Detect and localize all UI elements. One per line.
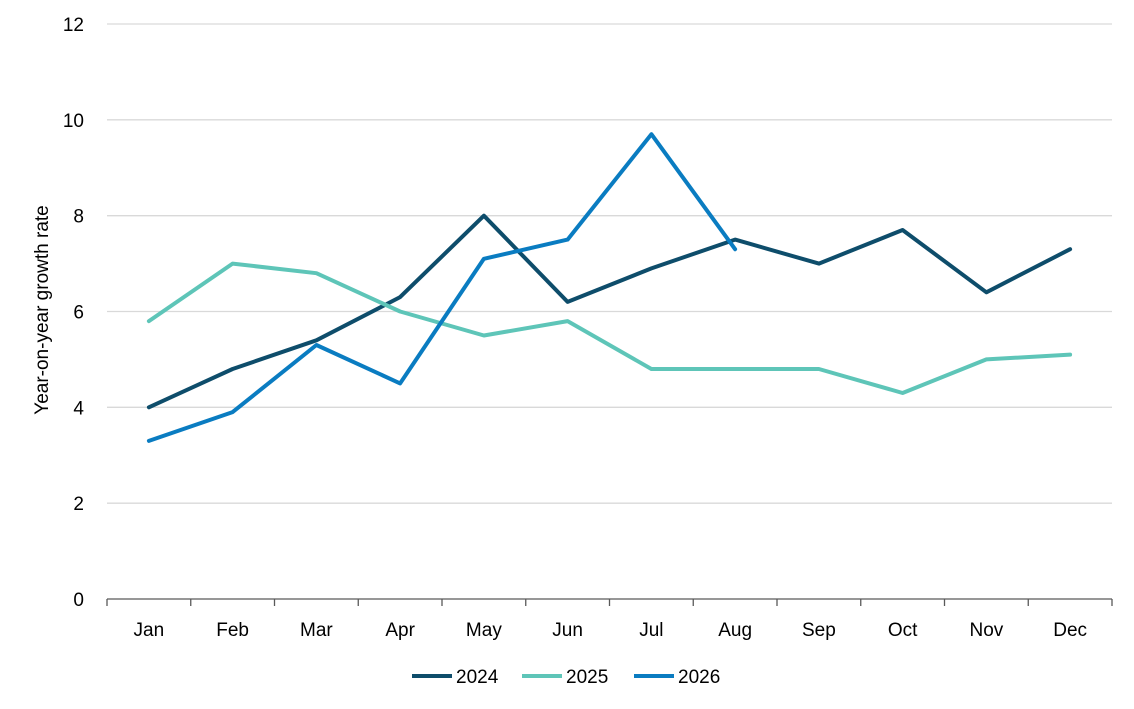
y-tick-label: 4: [73, 398, 84, 419]
x-tick-label: Jan: [134, 620, 165, 641]
x-tick-label: Jun: [552, 620, 583, 641]
y-axis-title: Year-on-year growth rate: [32, 205, 53, 414]
x-tick-label: Apr: [385, 620, 415, 641]
x-tick-label: Nov: [969, 620, 1003, 641]
x-tick-label: May: [466, 620, 502, 641]
gridlines: [107, 23, 1112, 504]
series-line-2024: [146, 213, 1073, 410]
legend-label-2026: 2026: [678, 667, 720, 688]
series-line-2026: [146, 132, 738, 443]
y-tick-label: 6: [73, 303, 84, 324]
x-axis-tick-labels: Jan Feb Mar Apr May Jun Jul Aug Sep Oct Nov Dec: [134, 620, 1087, 641]
legend: 2024 2025 2026: [412, 667, 720, 688]
x-tick-label: Mar: [300, 620, 333, 641]
y-tick-label: 10: [63, 111, 84, 132]
y-tick-label: 12: [63, 15, 84, 36]
legend-label-2024: 2024: [456, 667, 499, 688]
y-tick-label: 2: [73, 494, 84, 515]
legend-label-2025: 2025: [566, 667, 608, 688]
y-tick-label: 8: [73, 207, 84, 228]
y-axis-tick-labels: 0 2 4 6 8 10 12: [63, 15, 85, 611]
y-tick-label: 0: [73, 590, 84, 611]
x-tick-label: Sep: [802, 620, 836, 641]
x-tick-label: Aug: [718, 620, 752, 641]
series-lines: [146, 132, 1073, 443]
x-tick-label: Oct: [888, 620, 918, 641]
x-tick-label: Dec: [1053, 620, 1087, 641]
x-tick-label: Feb: [216, 620, 249, 641]
x-tick-label: Jul: [639, 620, 663, 641]
x-axis: [106, 598, 1113, 606]
series-line-2025: [146, 261, 1073, 395]
